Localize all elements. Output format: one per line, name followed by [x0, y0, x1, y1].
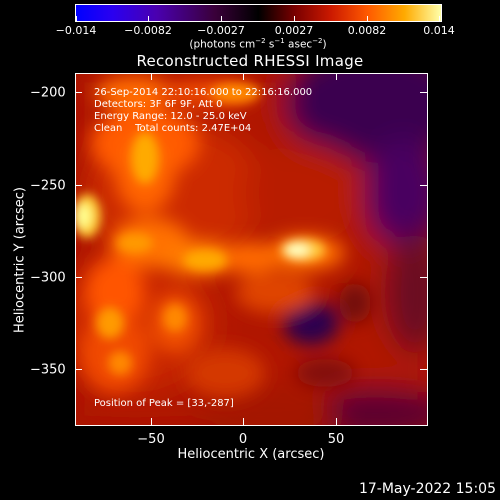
colorbar — [75, 4, 442, 22]
y-tick — [75, 277, 82, 278]
y-tick-label: −250 — [30, 178, 66, 194]
colorbar-tick-label: 0.014 — [423, 24, 455, 37]
x-tick — [336, 73, 337, 80]
colorbar-units: (photons cm−2 s−1 asec−2) — [189, 37, 327, 51]
y-tick — [75, 185, 82, 186]
y-tick — [75, 369, 82, 370]
x-tick — [243, 418, 244, 425]
colorbar-tick — [367, 16, 368, 21]
x-tick — [243, 73, 244, 80]
y-axis-title: Heliocentric Y (arcsec) — [12, 187, 28, 333]
colorbar-tick — [148, 16, 149, 21]
image-title: Reconstructed RHESSI Image — [136, 52, 364, 70]
colorbar-tick-label: 0.0027 — [274, 24, 314, 37]
x-tick — [336, 418, 337, 425]
y-tick — [420, 277, 427, 278]
y-tick-label: −200 — [30, 85, 66, 101]
energy-range-text: Energy Range: 12.0 - 25.0 keV — [94, 111, 247, 122]
rhessi-image — [75, 73, 427, 425]
x-tick-label: 0 — [238, 432, 248, 447]
x-tick-label: 50 — [327, 432, 345, 447]
time-range-text: 26-Sep-2014 22:10:16.000 to 22:16:16.000 — [94, 87, 313, 98]
y-tick — [75, 92, 82, 93]
colorbar-tick-label: −0.0027 — [197, 24, 245, 37]
x-axis-title: Heliocentric X (arcsec) — [177, 447, 325, 462]
colorbar-tick — [221, 16, 222, 21]
colorbar-tick-label: −0.014 — [55, 24, 97, 37]
y-tick-label: −300 — [30, 270, 66, 286]
y-tick — [420, 369, 427, 370]
clean-counts-text: Clean Total counts: 2.47E+04 — [94, 123, 252, 134]
y-tick-label: −350 — [30, 362, 66, 378]
timestamp: 17-May-2022 15:05 — [358, 481, 496, 497]
y-tick — [420, 92, 427, 93]
colorbar-tick — [439, 16, 440, 21]
colorbar-tick — [294, 16, 295, 21]
emission-map — [75, 73, 427, 425]
y-tick — [420, 185, 427, 186]
peak-position-text: Position of Peak = [33,-287] — [94, 398, 234, 409]
x-tick-label: −50 — [137, 432, 165, 447]
detectors-text: Detectors: 3F 6F 9F, Att 0 — [94, 99, 223, 110]
colorbar-tick-label: −0.0082 — [124, 24, 172, 37]
colorbar-tick-label: 0.0082 — [347, 24, 387, 37]
x-tick — [151, 418, 152, 425]
x-tick — [151, 73, 152, 80]
colorbar-tick — [76, 16, 77, 21]
